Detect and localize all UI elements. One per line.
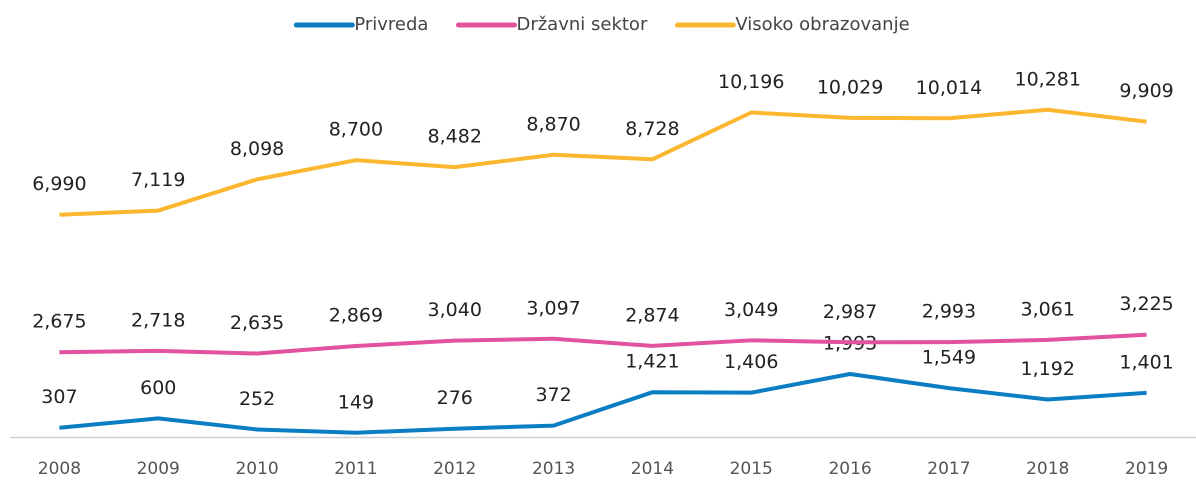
legend-label: Državni sektor — [516, 14, 647, 35]
data-label: 8,700 — [329, 119, 383, 141]
x-tick-label: 2018 — [1026, 459, 1069, 479]
x-tick-label: 2015 — [730, 459, 773, 479]
data-label: 3,061 — [1021, 298, 1075, 320]
data-label: 149 — [338, 391, 374, 413]
x-tick-label: 2019 — [1125, 459, 1168, 479]
data-label: 3,040 — [428, 299, 482, 321]
data-label: 3,049 — [724, 299, 778, 321]
series-line — [59, 332, 1147, 356]
data-label: 372 — [535, 384, 571, 406]
data-label: 3,097 — [526, 297, 580, 319]
x-tick-label: 2014 — [631, 459, 674, 479]
data-label: 1,421 — [625, 351, 679, 373]
data-label: 9,909 — [1119, 80, 1173, 102]
legend: Privreda Državni sektor Visoko obrazovanje — [293, 14, 910, 35]
data-label: 276 — [437, 387, 473, 409]
data-label: 2,874 — [625, 304, 679, 326]
legend-label: Privreda — [354, 14, 428, 35]
data-label: 8,098 — [230, 138, 284, 160]
data-label: 8,870 — [526, 113, 580, 135]
data-label: 10,029 — [817, 76, 883, 98]
data-label: 600 — [140, 377, 176, 399]
x-tick-label: 2017 — [927, 459, 970, 479]
data-label: 2,675 — [32, 311, 86, 333]
data-label: 1,401 — [1119, 351, 1173, 373]
x-tick-label: 2008 — [38, 459, 81, 479]
data-label: 252 — [239, 388, 275, 410]
data-label: 1,192 — [1021, 358, 1075, 380]
data-label: 1,406 — [724, 351, 778, 373]
data-label: 3,225 — [1119, 293, 1173, 315]
data-label: 8,728 — [625, 118, 679, 140]
data-label: 2,718 — [131, 309, 185, 331]
x-tick-label: 2013 — [532, 459, 575, 479]
data-label: 2,869 — [329, 305, 383, 327]
x-tick-label: 2011 — [334, 459, 377, 479]
series-line — [59, 107, 1147, 217]
data-label: 10,196 — [718, 71, 784, 93]
x-tick-label: 2009 — [137, 459, 180, 479]
data-label: 7,119 — [131, 169, 185, 191]
data-label: 2,987 — [823, 301, 877, 323]
data-label: 1,549 — [922, 347, 976, 369]
data-label: 6,990 — [32, 173, 86, 195]
legend-label: Visoko obrazovanje — [735, 14, 909, 35]
data-label: 8,482 — [428, 126, 482, 148]
data-label: 10,281 — [1015, 68, 1081, 90]
data-label: 2,635 — [230, 312, 284, 334]
x-tick-label: 2012 — [433, 459, 476, 479]
series-line — [59, 371, 1147, 435]
data-label: 10,014 — [916, 77, 982, 99]
x-tick-label: 2010 — [235, 459, 278, 479]
x-tick-label: 2016 — [828, 459, 871, 479]
data-label: 2,993 — [922, 301, 976, 323]
data-label: 307 — [41, 386, 77, 408]
